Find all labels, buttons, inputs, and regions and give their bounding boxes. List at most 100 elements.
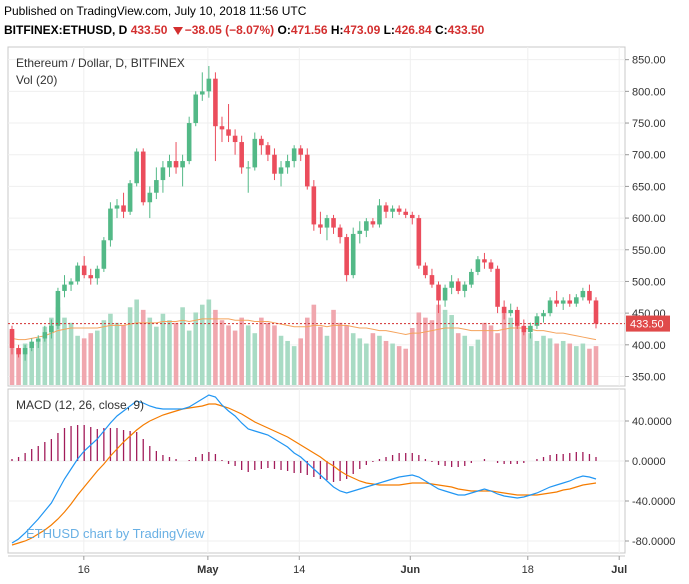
volume-bar [574,346,579,385]
candle-body[interactable] [199,91,205,95]
candle-body[interactable] [95,268,100,279]
candle-body[interactable] [245,167,251,169]
candle-body[interactable] [350,233,356,276]
candle-body[interactable] [547,300,553,314]
candle-body[interactable] [42,332,48,339]
candle-body[interactable] [554,300,559,304]
candle-body[interactable] [154,180,159,193]
candle-body[interactable] [377,205,382,225]
candle-body[interactable] [173,161,179,168]
candle-body[interactable] [501,306,507,314]
candle-body[interactable] [475,259,481,272]
candle-body[interactable] [101,240,107,269]
price-tick-label: 850.00 [632,55,666,67]
candle-body[interactable] [521,325,527,333]
candle-body[interactable] [272,154,277,174]
candle-body[interactable] [357,230,363,234]
candle-body[interactable] [35,338,41,342]
candle-body[interactable] [541,313,546,317]
candle-body[interactable] [337,227,343,238]
candle-body[interactable] [134,151,139,184]
candle-body[interactable] [278,167,284,174]
candle-body[interactable] [121,205,126,212]
candle-body[interactable] [370,221,376,225]
candle-body[interactable] [567,300,573,304]
candle-body[interactable] [311,186,317,225]
candle-body[interactable] [88,275,94,279]
candle-body[interactable] [488,262,494,269]
candle-body[interactable] [482,259,487,263]
candle-body[interactable] [462,284,468,291]
candle-body[interactable] [455,281,461,291]
candle-body[interactable] [508,309,513,314]
candle-body[interactable] [495,268,500,307]
candle-body[interactable] [390,208,395,212]
candle-body[interactable] [593,300,599,324]
candle-body[interactable] [160,167,166,181]
candle-body[interactable] [213,78,218,127]
candle-body[interactable] [180,161,185,168]
candle-body[interactable] [265,145,271,155]
candle-body[interactable] [383,205,389,212]
candle-body[interactable] [514,309,520,326]
candle-body[interactable] [587,290,592,301]
candle-body[interactable] [442,287,448,301]
candle-body[interactable] [344,237,349,276]
last-price-label: 433.50 [630,319,664,331]
volume-bar [180,307,185,385]
candle-body[interactable] [291,148,297,162]
candle-body[interactable] [49,325,54,333]
candle-body[interactable] [436,284,441,301]
candle-body[interactable] [409,214,415,219]
candle-body[interactable] [239,142,244,168]
volume-bar [134,299,139,385]
candle-body[interactable] [62,284,67,291]
candle-body[interactable] [9,328,15,348]
candle-body[interactable] [298,148,304,155]
candle-body[interactable] [22,347,28,355]
candle-body[interactable] [528,325,533,333]
candle-body[interactable] [429,275,435,285]
candle-body[interactable] [560,300,566,304]
candle-body[interactable] [580,290,586,298]
candle-body[interactable] [75,265,80,282]
candle-body[interactable] [318,224,323,228]
candle-body[interactable] [416,218,422,266]
candle-body[interactable] [167,161,172,168]
candle-body[interactable] [534,316,540,326]
volume-bar [121,325,126,385]
candle-body[interactable] [114,205,120,209]
candle-body[interactable] [259,138,264,146]
tradingview-watermark[interactable]: ETHUSD chart by TradingView [26,526,205,541]
volume-bar [239,317,244,385]
candle-body[interactable] [232,135,238,143]
candle-body[interactable] [68,281,74,285]
candle-body[interactable] [186,123,192,162]
candle-body[interactable] [574,297,579,304]
candle-body[interactable] [29,341,34,348]
volume-bar [199,304,205,385]
candle-body[interactable] [108,208,113,241]
candle-body[interactable] [331,218,336,228]
candle-body[interactable] [206,78,212,92]
candle-body[interactable] [304,154,310,187]
candle-body[interactable] [252,138,258,168]
candle-body[interactable] [285,161,290,168]
candle-body[interactable] [16,347,21,355]
candle-body[interactable] [226,129,231,136]
candle-body[interactable] [396,208,402,212]
candle-body[interactable] [127,183,133,212]
candle-body[interactable] [81,265,87,276]
candle-body[interactable] [449,281,454,288]
candle-body[interactable] [324,218,330,228]
candle-body[interactable] [140,151,146,203]
candle-body[interactable] [55,290,61,326]
candle-body[interactable] [193,94,199,124]
candle-body[interactable] [364,221,369,231]
candle-body[interactable] [219,126,225,130]
candle-body[interactable] [423,265,428,276]
candle-body[interactable] [469,271,474,285]
candle-body[interactable] [403,211,409,215]
candle-body[interactable] [147,192,153,203]
